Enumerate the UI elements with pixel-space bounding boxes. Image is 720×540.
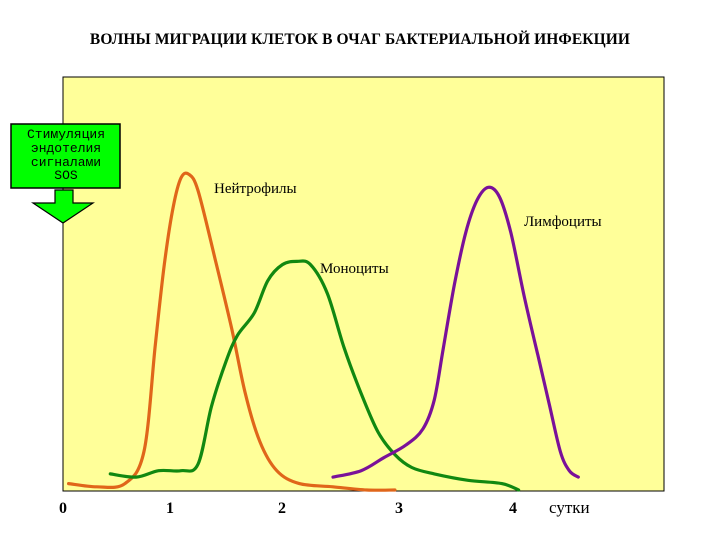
chart-title: ВОЛНЫ МИГРАЦИИ КЛЕТОК В ОЧАГ БАКТЕРИАЛЬН… <box>89 31 631 48</box>
series-label-neutrophils: Нейтрофилы <box>214 181 297 197</box>
callout: Стимуляция эндотелия сигналами SOS <box>10 123 121 224</box>
callout-line: эндотелия <box>31 141 101 156</box>
plot-area <box>62 76 665 492</box>
series-line-lymphocytes <box>331 185 580 479</box>
callout-line: SOS <box>54 168 78 183</box>
callout-line: сигналами <box>31 155 101 170</box>
callout-box <box>10 123 121 189</box>
series-label-lymphocytes: Лимфоциты <box>524 214 602 230</box>
x-tick-label: 1 <box>166 500 174 517</box>
series-label-monocytes: Моноциты <box>320 261 389 277</box>
callout-line: Стимуляция <box>27 127 105 142</box>
series-line-monocytes <box>108 259 521 492</box>
x-tick-label: 2 <box>278 500 286 517</box>
series-line-neutrophils <box>67 171 397 492</box>
x-tick-label: 4 <box>509 500 517 517</box>
x-tick-label: 0 <box>59 500 67 517</box>
x-axis-unit-label: сутки <box>549 498 590 517</box>
x-tick-label: 3 <box>395 500 403 517</box>
down-arrow-icon <box>31 189 95 224</box>
